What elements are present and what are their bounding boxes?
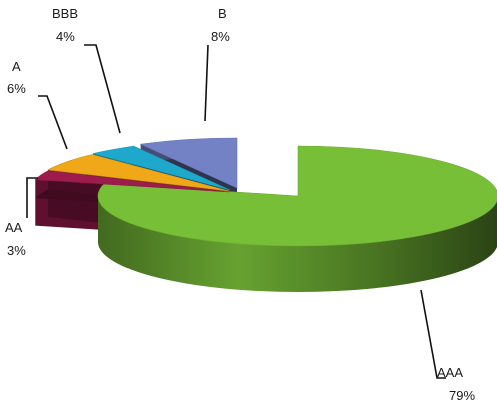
pie-slice-bbb	[93, 145, 231, 191]
leader-lines-group	[26, 44, 446, 379]
label-value-aaa: 79%	[449, 388, 475, 403]
label-value-bbb: 4%	[56, 29, 75, 44]
label-category-aa: AA	[5, 220, 23, 235]
pie-slice-b	[139, 137, 238, 189]
label-category-bbb: BBB	[52, 6, 78, 21]
pie-slice-aaa	[97, 145, 497, 247]
leader-line-aa	[26, 177, 38, 218]
slice-tops-group	[34, 137, 497, 247]
pie-slice-aa	[34, 170, 230, 193]
label-value-b: 8%	[211, 29, 230, 44]
leader-line-b	[204, 44, 209, 122]
label-value-a: 6%	[7, 81, 26, 96]
label-category-b: B	[218, 6, 227, 21]
leader-line-a	[38, 95, 68, 150]
label-category-a: A	[12, 59, 21, 74]
pie-slice-a	[47, 154, 230, 192]
leader-line-aaa	[420, 289, 446, 379]
leader-line-bbb	[84, 44, 121, 134]
label-category-aaa: AAA	[437, 365, 463, 380]
label-value-aa: 3%	[7, 243, 26, 258]
slice-wall-aaa	[98, 196, 497, 292]
